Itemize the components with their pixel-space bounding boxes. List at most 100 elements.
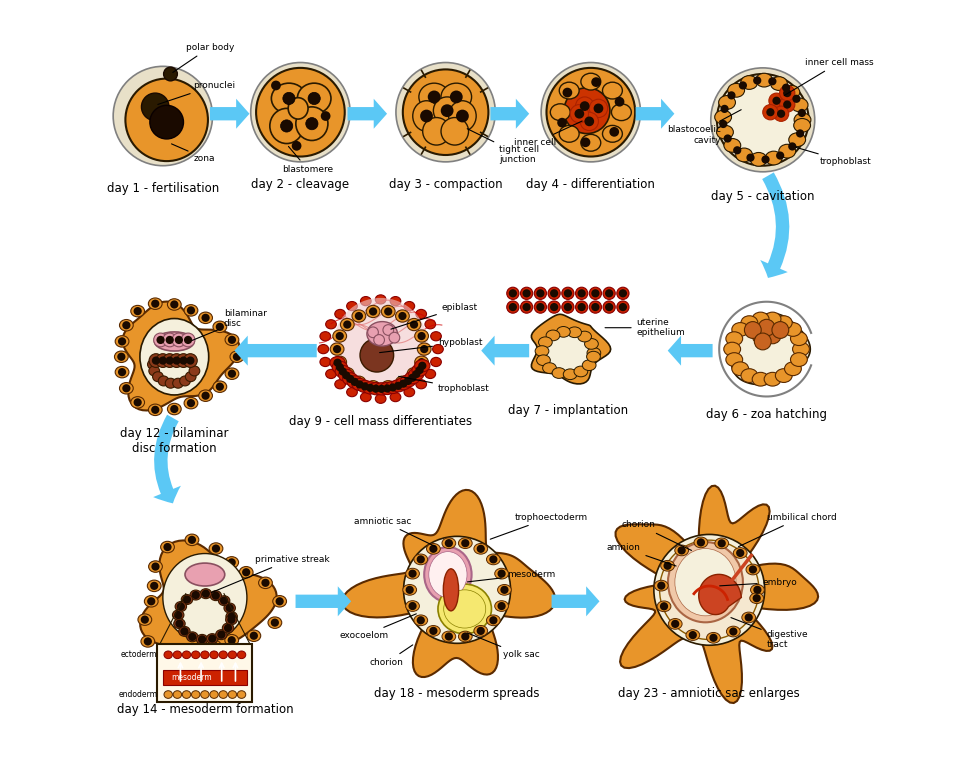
Circle shape xyxy=(177,354,190,367)
Ellipse shape xyxy=(347,301,357,311)
Text: pronuclei: pronuclei xyxy=(157,81,235,104)
Circle shape xyxy=(372,386,379,392)
Circle shape xyxy=(710,635,716,641)
Text: endoderm: endoderm xyxy=(118,690,157,699)
Ellipse shape xyxy=(160,650,175,661)
Ellipse shape xyxy=(318,344,328,354)
Polygon shape xyxy=(123,301,239,410)
Circle shape xyxy=(142,617,148,623)
Circle shape xyxy=(322,112,329,120)
Circle shape xyxy=(153,301,158,307)
Polygon shape xyxy=(140,541,276,646)
Ellipse shape xyxy=(542,363,557,374)
Circle shape xyxy=(188,400,194,407)
Ellipse shape xyxy=(197,634,207,644)
Circle shape xyxy=(234,354,240,360)
Ellipse shape xyxy=(223,623,234,633)
Text: digestive
tract: digestive tract xyxy=(731,617,808,649)
Text: embryo: embryo xyxy=(720,578,798,587)
Text: day 23 - amniotic sac enlarges: day 23 - amniotic sac enlarges xyxy=(618,686,800,700)
Ellipse shape xyxy=(367,321,397,346)
Text: yolk sac: yolk sac xyxy=(468,633,540,660)
Circle shape xyxy=(243,569,250,575)
Text: bilaminar
disc: bilaminar disc xyxy=(192,309,267,341)
Ellipse shape xyxy=(587,351,600,362)
Ellipse shape xyxy=(416,380,426,389)
Ellipse shape xyxy=(200,589,211,598)
Ellipse shape xyxy=(564,369,577,380)
Circle shape xyxy=(451,91,462,102)
Ellipse shape xyxy=(165,378,176,388)
Circle shape xyxy=(251,63,350,162)
Circle shape xyxy=(620,290,626,296)
Circle shape xyxy=(262,580,269,586)
Circle shape xyxy=(576,97,594,115)
Circle shape xyxy=(722,106,728,112)
Circle shape xyxy=(185,337,191,343)
Circle shape xyxy=(746,614,752,621)
Ellipse shape xyxy=(330,357,346,369)
Circle shape xyxy=(383,324,394,335)
Circle shape xyxy=(180,357,186,364)
Ellipse shape xyxy=(335,365,350,377)
Ellipse shape xyxy=(333,330,347,342)
Ellipse shape xyxy=(603,287,615,299)
Circle shape xyxy=(280,120,293,132)
Ellipse shape xyxy=(660,561,675,571)
Ellipse shape xyxy=(119,320,133,331)
Circle shape xyxy=(478,546,484,552)
Circle shape xyxy=(134,308,141,314)
Circle shape xyxy=(421,346,427,352)
Ellipse shape xyxy=(216,630,228,640)
Ellipse shape xyxy=(728,84,745,97)
Circle shape xyxy=(199,637,205,643)
Ellipse shape xyxy=(425,370,436,379)
Circle shape xyxy=(227,605,232,611)
Circle shape xyxy=(611,128,618,136)
Ellipse shape xyxy=(400,375,416,387)
Text: zona: zona xyxy=(172,144,215,163)
Ellipse shape xyxy=(360,393,372,402)
Ellipse shape xyxy=(405,372,420,384)
Circle shape xyxy=(118,354,125,360)
Circle shape xyxy=(774,106,789,121)
Ellipse shape xyxy=(724,139,741,153)
Ellipse shape xyxy=(320,331,330,341)
Ellipse shape xyxy=(187,649,201,660)
Circle shape xyxy=(370,308,376,314)
Ellipse shape xyxy=(562,287,574,299)
Circle shape xyxy=(672,621,679,627)
Circle shape xyxy=(276,598,282,604)
Circle shape xyxy=(172,333,186,347)
Circle shape xyxy=(389,332,399,343)
Ellipse shape xyxy=(320,357,330,367)
Circle shape xyxy=(620,304,626,310)
Circle shape xyxy=(390,384,396,390)
Ellipse shape xyxy=(119,383,133,394)
Ellipse shape xyxy=(581,134,601,151)
Ellipse shape xyxy=(422,117,450,145)
Ellipse shape xyxy=(416,309,426,318)
Circle shape xyxy=(755,333,771,350)
Ellipse shape xyxy=(520,287,533,299)
Ellipse shape xyxy=(224,603,235,613)
Circle shape xyxy=(710,67,815,172)
Circle shape xyxy=(421,110,432,121)
Ellipse shape xyxy=(381,380,396,393)
Ellipse shape xyxy=(741,316,757,330)
Circle shape xyxy=(333,298,428,393)
Circle shape xyxy=(400,380,406,387)
Circle shape xyxy=(163,354,177,367)
Ellipse shape xyxy=(433,344,444,354)
Ellipse shape xyxy=(141,636,155,647)
Text: day 4 - differentiation: day 4 - differentiation xyxy=(526,178,656,191)
Circle shape xyxy=(177,621,182,627)
Ellipse shape xyxy=(732,362,749,376)
Ellipse shape xyxy=(228,691,236,699)
Ellipse shape xyxy=(567,327,582,337)
Text: day 1 - fertilisation: day 1 - fertilisation xyxy=(107,182,219,195)
Ellipse shape xyxy=(184,304,198,316)
Ellipse shape xyxy=(406,601,420,611)
Ellipse shape xyxy=(546,330,560,341)
Ellipse shape xyxy=(115,336,129,347)
